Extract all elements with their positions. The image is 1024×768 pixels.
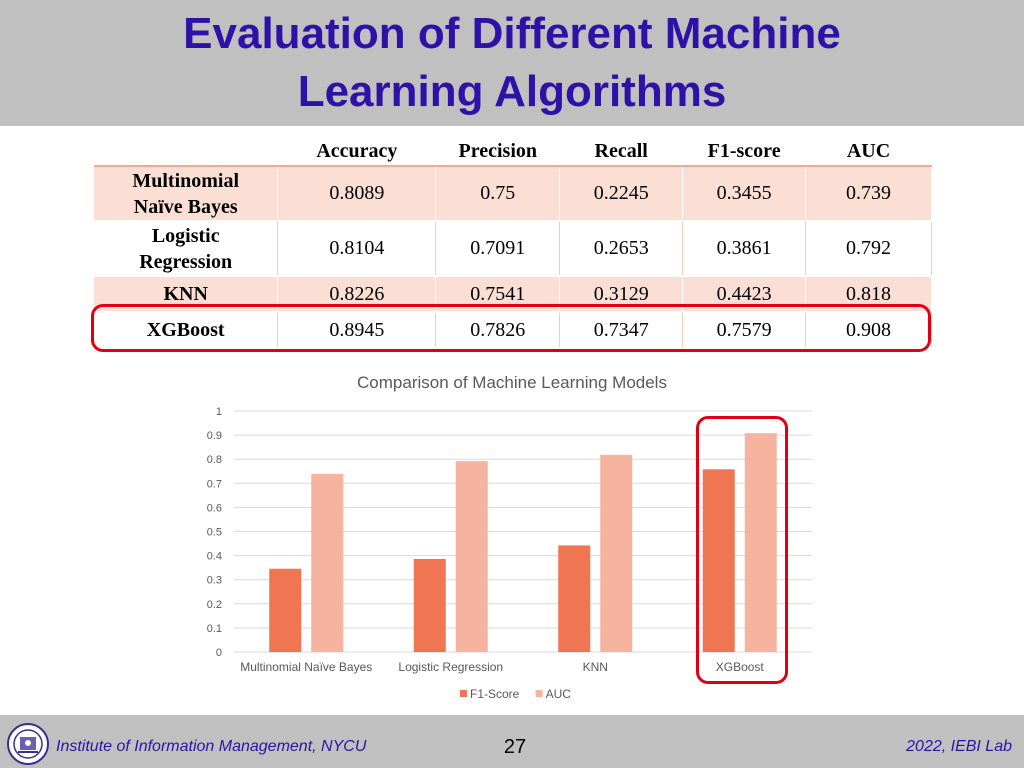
y-tick-label: 0 [216,647,222,659]
column-header: F1-score [682,138,806,167]
bar-f1-score [558,545,591,652]
y-tick-label: 0.5 [207,527,222,539]
legend-label: AUC [546,687,572,701]
nycu-seal-icon [7,723,49,765]
y-tick-label: 0.6 [207,502,222,514]
table-cell: 0.7091 [435,221,561,277]
table-cell: 0.2653 [559,221,684,277]
xgboost-row-highlight [91,304,931,352]
legend-swatch [535,690,543,697]
y-tick-label: 0.7 [207,478,222,490]
row-header-line: Logistic [151,224,220,247]
legend-swatch [460,690,467,697]
table-cell: 0.3861 [682,221,807,277]
row-header: Multinomial Naïve Bayes [94,166,279,222]
slide-title-line-1: Evaluation of Different Machine [183,9,841,58]
xgboost-bars-highlight [696,416,788,684]
table-cell: 0.792 [805,221,932,277]
footer-institute: Institute of Information Management, NYC… [56,738,367,755]
table-cell: 0.8089 [277,166,437,222]
table-cell: 0.75 [435,166,561,222]
bar-auc [744,433,777,652]
footer-lab: 2022, IEBI Lab [906,738,1012,755]
title-band [0,0,1024,126]
column-header: Recall [559,138,683,167]
table-cell: 0.739 [805,166,932,222]
table-cell: 0.2245 [559,166,684,222]
table-cell: 0.7347 [559,312,684,349]
page-number: 27 [503,736,527,758]
bar-f1-score [269,568,302,652]
bar-auc [455,461,488,652]
x-tick-label: XGBoost [716,660,765,674]
y-tick-label: 0.4 [207,551,222,563]
bar-f1-score [413,558,446,652]
table-cell: 0.7826 [435,312,561,349]
table-cell: 0.8945 [277,312,437,349]
x-tick-label: KNN [583,660,608,674]
table-cell: 0.8104 [277,221,437,277]
table-row: Logistic Regression 0.8104 0.7091 0.2653… [94,221,932,277]
y-tick-label: 1 [216,406,222,418]
y-tick-label: 0.8 [207,454,222,466]
y-tick-label: 0.1 [207,623,222,635]
column-header: Precision [435,138,560,167]
table-row: Multinomial Naïve Bayes 0.8089 0.75 0.22… [94,166,932,222]
table-row: XGBoost 0.8945 0.7826 0.7347 0.7579 0.90… [94,312,932,349]
legend-label: F1-Score [470,687,520,701]
bar-auc [600,454,633,652]
row-header: Logistic Regression [94,221,279,277]
x-tick-label: Logistic Regression [398,660,503,674]
row-header-line: Naïve Bayes [133,195,238,218]
row-header-line: Multinomial [132,169,240,192]
slide-title-line-2: Learning Algorithms [297,67,727,116]
column-header: Accuracy [277,138,436,167]
row-header-line: Regression [139,250,233,273]
row-header: XGBoost [94,312,279,349]
footer-band [0,715,1024,768]
bar-auc [311,473,344,652]
table-cell: 0.908 [805,312,932,349]
y-tick-label: 0.9 [207,430,222,442]
table-cell: 0.3455 [682,166,807,222]
y-tick-label: 0.3 [207,575,222,587]
comparison-bar-chart: Comparison of Machine Learning Models 0 0.… [207,373,812,701]
table-cell: 0.7579 [682,312,807,349]
chart-title: Comparison of Machine Learning Models [357,373,667,392]
column-header: AUC [805,138,932,167]
x-tick-label: Multinomial Naïve Bayes [240,660,372,674]
slide-title: Evaluation of Different Machine Learning… [0,0,1024,121]
y-tick-label: 0.2 [207,599,222,611]
table-corner [94,138,278,167]
bar-f1-score [702,469,735,652]
